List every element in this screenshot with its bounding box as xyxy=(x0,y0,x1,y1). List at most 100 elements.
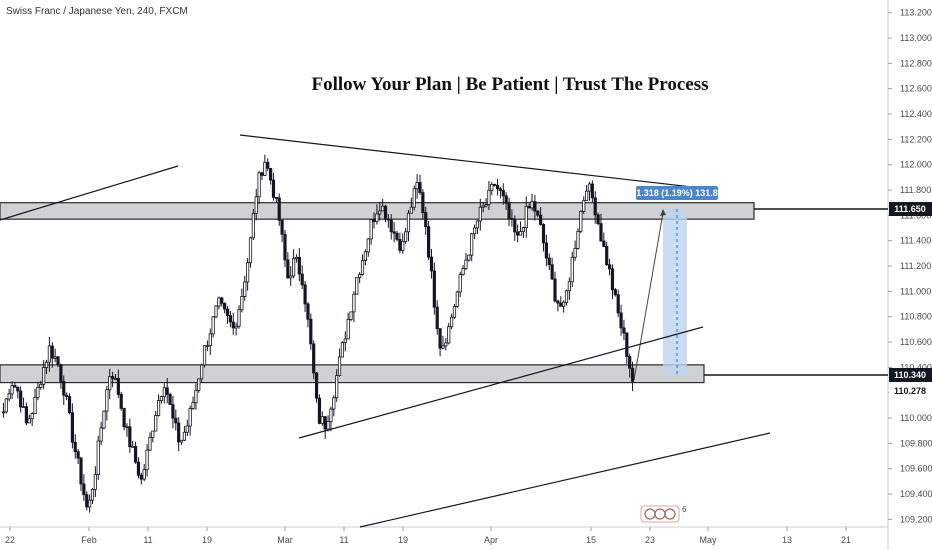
support-zone xyxy=(0,364,705,384)
price-label-bg xyxy=(889,367,932,382)
banner-headline: Follow Your Plan | Be Patient | Trust Th… xyxy=(312,74,709,95)
candle-body xyxy=(507,202,511,219)
candle-body xyxy=(251,212,255,239)
candle-body xyxy=(13,385,17,388)
candle-body xyxy=(582,199,586,212)
candle-body xyxy=(214,305,218,318)
candle-body xyxy=(418,182,422,194)
candle-body xyxy=(268,167,273,181)
candle-body xyxy=(593,197,597,216)
candle-body xyxy=(602,240,606,247)
candle-body xyxy=(228,315,232,323)
candle-body xyxy=(360,260,365,275)
candle-body xyxy=(481,205,485,208)
candle-body xyxy=(464,259,468,269)
candle-body xyxy=(93,474,97,490)
candle-body xyxy=(67,396,72,414)
candle-body xyxy=(490,184,494,191)
measure-label: 1.318 (1.19%) 131.8 xyxy=(636,188,718,198)
y-tick-label: 109.400 xyxy=(900,489,932,499)
trendline-lower-support xyxy=(359,432,771,528)
candle-body xyxy=(625,332,629,357)
candle-body xyxy=(50,345,54,359)
candle-body xyxy=(30,413,34,420)
candle-body xyxy=(131,446,135,448)
trendline-descending-top xyxy=(239,134,719,191)
candle-body xyxy=(111,376,115,379)
y-tick-label: 112.600 xyxy=(900,84,932,94)
candle-body xyxy=(36,386,40,398)
candle-body xyxy=(294,256,299,260)
candle-body xyxy=(162,387,166,397)
candle-body xyxy=(211,316,215,335)
candle-body xyxy=(62,381,66,396)
candle-body xyxy=(205,345,209,347)
candle-body xyxy=(202,345,207,366)
candle-body xyxy=(536,210,540,216)
candle-body xyxy=(125,426,129,429)
candle-body xyxy=(332,397,336,410)
candle-body xyxy=(76,451,80,459)
candle-body xyxy=(151,430,155,438)
y-tick-label: 111.800 xyxy=(900,185,931,195)
candle-body xyxy=(470,233,474,256)
measure-label-bg xyxy=(636,186,718,200)
candle-body xyxy=(283,233,287,261)
candle-body xyxy=(105,389,109,412)
candle-body xyxy=(10,385,14,395)
candle-body xyxy=(171,404,175,419)
candle-body xyxy=(148,437,152,451)
candle-body xyxy=(116,378,120,395)
candle-body xyxy=(426,226,431,258)
logo-badge-count: 6 xyxy=(682,505,687,514)
candle-body xyxy=(297,256,301,275)
candle-body xyxy=(102,410,106,429)
candle-body xyxy=(133,446,138,463)
candle-body xyxy=(208,333,212,346)
candle-body xyxy=(487,189,491,205)
y-tick-label: 112.000 xyxy=(900,160,932,170)
candle-body xyxy=(257,172,261,198)
candle-body xyxy=(197,378,201,391)
candle-body xyxy=(27,418,31,424)
x-tick-label: 11 xyxy=(143,535,152,545)
y-tick-label: 111.000 xyxy=(900,286,931,296)
candle-body xyxy=(340,342,345,358)
candle-body xyxy=(383,205,388,220)
candle-body xyxy=(343,338,347,343)
candle-body xyxy=(381,205,385,212)
candle-body xyxy=(424,212,428,228)
x-tick-label: 19 xyxy=(398,535,408,545)
price-label: 110.340 xyxy=(894,370,926,380)
candle-body xyxy=(70,412,74,443)
candle-body xyxy=(458,274,462,293)
candle-body xyxy=(317,397,322,424)
candle-body xyxy=(352,293,356,313)
candle-body xyxy=(44,361,49,369)
candle-body xyxy=(369,219,373,240)
candle-body xyxy=(323,416,327,430)
candle-body xyxy=(516,231,520,236)
candle-body xyxy=(432,270,436,308)
x-tick-label: 22 xyxy=(5,535,15,545)
x-tick-label: 21 xyxy=(841,535,851,545)
y-tick-label: 109.600 xyxy=(900,464,932,474)
candle-body xyxy=(277,197,281,221)
candle-body xyxy=(309,318,313,345)
candle-body xyxy=(79,457,83,485)
candle-body xyxy=(337,356,342,377)
symbol-title: Swiss Franc / Japanese Yen, 240, FXCM xyxy=(6,6,188,17)
candle-body xyxy=(174,417,178,424)
x-tick-label: May xyxy=(699,535,717,545)
candle-body xyxy=(438,328,442,349)
candle-body xyxy=(472,227,477,235)
candle-body xyxy=(128,426,132,448)
y-tick-label: 112.800 xyxy=(900,58,932,68)
candle-body xyxy=(237,309,241,327)
candle-body xyxy=(217,297,221,307)
candle-body xyxy=(156,400,161,416)
y-tick-label: 113.200 xyxy=(900,8,932,18)
candle-body xyxy=(280,219,284,235)
candle-body xyxy=(530,201,534,209)
